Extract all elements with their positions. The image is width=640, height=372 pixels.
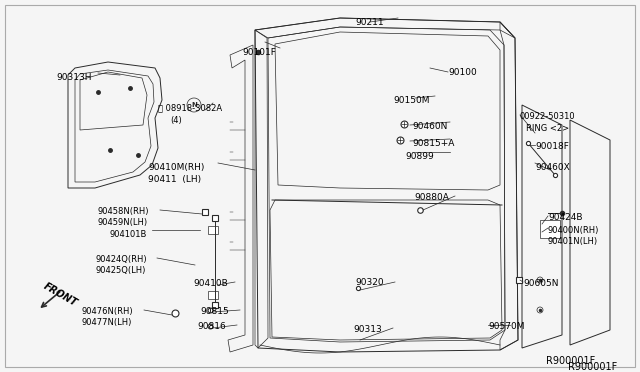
Text: 90410B: 90410B (193, 279, 228, 288)
Text: 90424Q(RH): 90424Q(RH) (95, 255, 147, 264)
Text: 90411  (LH): 90411 (LH) (148, 175, 201, 184)
Text: 90320: 90320 (355, 278, 383, 287)
Text: 90816: 90816 (197, 322, 226, 331)
Text: RING <2>: RING <2> (526, 124, 569, 133)
Text: 90605N: 90605N (523, 279, 559, 288)
Text: 90424B: 90424B (548, 213, 582, 222)
Text: 90815: 90815 (200, 307, 228, 316)
Text: 00922-50310: 00922-50310 (520, 112, 575, 121)
Text: 90400N(RH): 90400N(RH) (548, 226, 600, 235)
Text: 90899: 90899 (405, 152, 434, 161)
Text: 90460X: 90460X (535, 163, 570, 172)
Text: 90425Q(LH): 90425Q(LH) (95, 266, 145, 275)
Text: 90570M: 90570M (488, 322, 525, 331)
Text: FRONT: FRONT (42, 281, 79, 309)
Text: N: N (191, 102, 197, 108)
Text: 90815+A: 90815+A (412, 139, 454, 148)
Text: 90100: 90100 (448, 68, 477, 77)
Text: ⓝ 08918-3082A: ⓝ 08918-3082A (158, 103, 222, 112)
Text: R900001F: R900001F (568, 362, 617, 372)
Text: 90460N: 90460N (412, 122, 447, 131)
Text: 90018F: 90018F (535, 142, 569, 151)
Text: 90211: 90211 (355, 18, 383, 27)
Bar (208, 226, 218, 234)
Text: 90477N(LH): 90477N(LH) (82, 318, 132, 327)
Text: (4): (4) (170, 116, 182, 125)
Text: 90476N(RH): 90476N(RH) (82, 307, 134, 316)
Text: 90313: 90313 (353, 325, 381, 334)
Text: 90458N(RH): 90458N(RH) (98, 207, 150, 216)
Text: 90313H: 90313H (56, 73, 92, 82)
Text: 90410M(RH): 90410M(RH) (148, 163, 204, 172)
Text: 90880A: 90880A (414, 193, 449, 202)
Text: 904101B: 904101B (110, 230, 147, 239)
Text: 90401N(LH): 90401N(LH) (548, 237, 598, 246)
Text: R900001F: R900001F (546, 356, 595, 366)
Text: 90459N(LH): 90459N(LH) (98, 218, 148, 227)
Text: 90150M: 90150M (393, 96, 429, 105)
Bar (540, 220, 560, 238)
Text: 90101F: 90101F (242, 48, 276, 57)
Bar (208, 291, 218, 299)
